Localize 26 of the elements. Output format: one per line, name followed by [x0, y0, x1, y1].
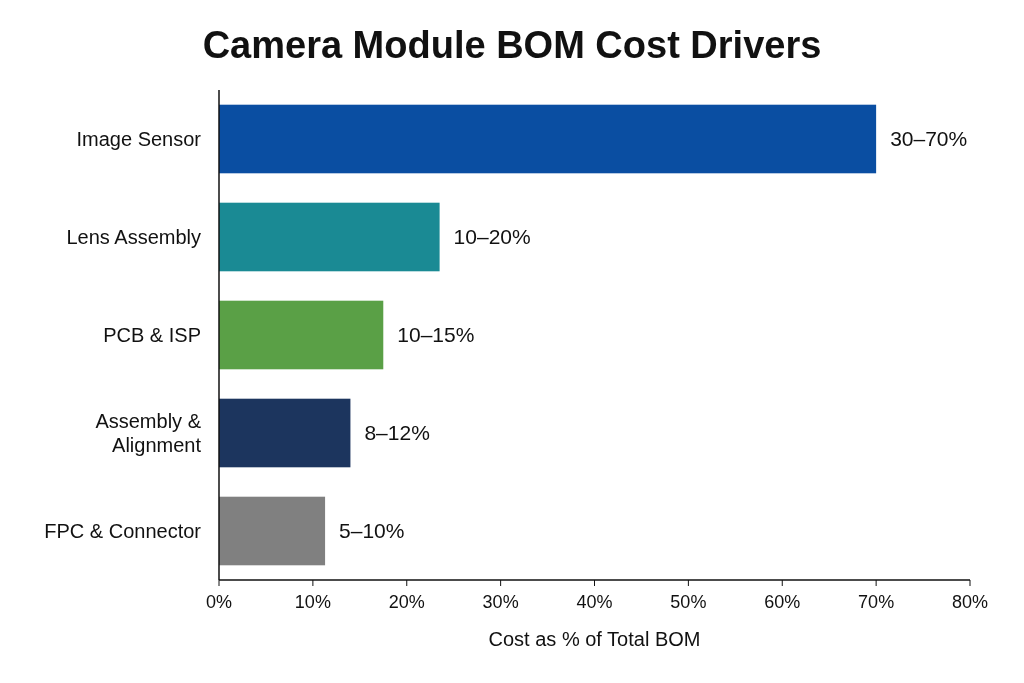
annotation: 8–12%: [364, 421, 430, 445]
x-tick-label: 70%: [858, 592, 895, 612]
y-tick-label: Image Sensor: [76, 128, 202, 150]
annotation: 10–20%: [453, 225, 531, 249]
x-axis-title: Cost as % of Total BOM: [488, 628, 701, 650]
bar: [219, 398, 351, 468]
annotation: 5–10%: [339, 519, 405, 543]
x-tick-label: 50%: [670, 592, 707, 612]
bar: [219, 202, 440, 272]
bar: [219, 496, 326, 566]
x-tick-label: 60%: [764, 592, 801, 612]
x-tick-label: 0%: [205, 592, 233, 612]
y-tick-label: FPC & Connector: [44, 520, 202, 542]
bar: [219, 300, 384, 370]
x-tick-label: 80%: [951, 592, 989, 612]
annotation: 30–70%: [890, 127, 968, 151]
y-tick-label: Lens Assembly: [66, 226, 201, 248]
x-tick-label: 20%: [388, 592, 425, 612]
y-tick-label: Assembly & Alignment: [95, 410, 202, 456]
bar: [219, 104, 877, 174]
x-tick-label: 30%: [482, 592, 519, 612]
annotation: 10–15%: [397, 323, 475, 347]
y-tick-label: PCB & ISP: [103, 324, 201, 346]
chart-title: Camera Module BOM Cost Drivers: [202, 24, 822, 66]
x-tick-label: 10%: [294, 592, 331, 612]
x-tick-label: 40%: [576, 592, 613, 612]
